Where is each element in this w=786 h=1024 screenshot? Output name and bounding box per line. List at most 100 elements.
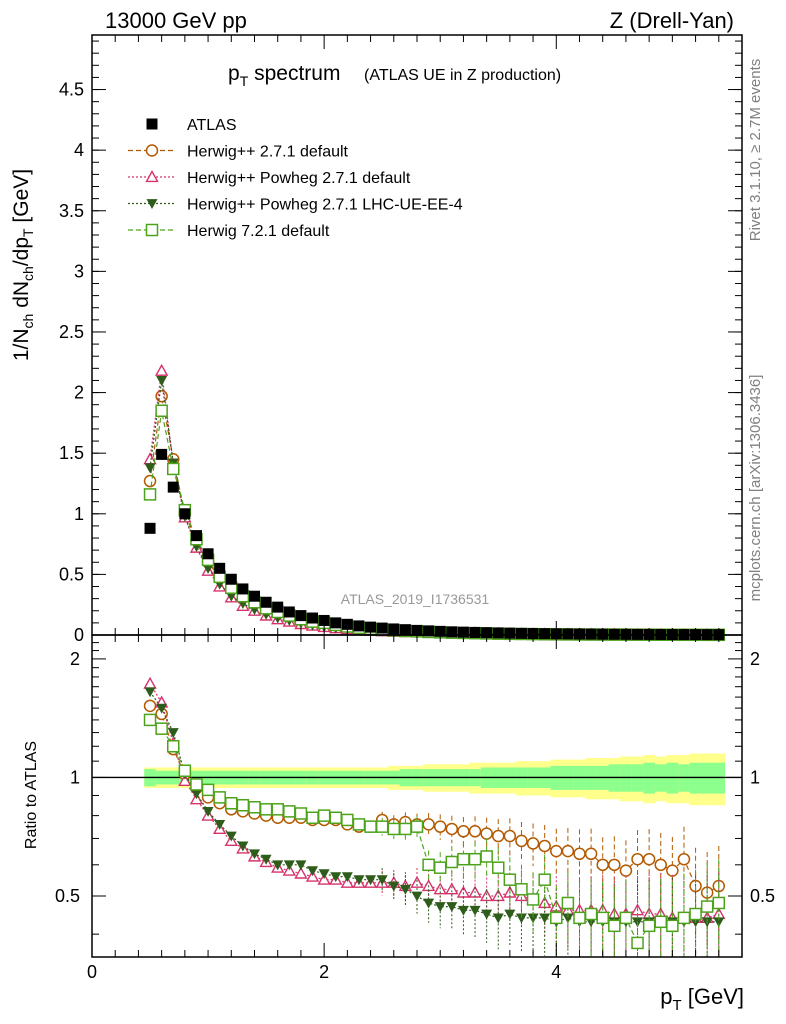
ratio-point-herwig271 bbox=[573, 847, 586, 861]
main-point-atlas bbox=[295, 610, 307, 622]
main-y-tick-label: 3 bbox=[74, 261, 84, 281]
ratio-point-powheg bbox=[294, 866, 308, 879]
ratio-point-herwig271 bbox=[608, 858, 621, 872]
ratio-y-tick-label-right: 2 bbox=[750, 649, 760, 669]
ratio-point-herwig721 bbox=[387, 822, 401, 836]
ratio-point-powheg_ee4 bbox=[237, 841, 249, 852]
ratio-point-herwig271 bbox=[619, 864, 633, 877]
ratio-point-powheg_ee4 bbox=[167, 728, 179, 739]
main-point-atlas bbox=[190, 530, 202, 542]
ratio-point-herwig271 bbox=[538, 839, 551, 853]
main-point-atlas bbox=[562, 628, 574, 640]
ratio-point-powheg_ee4 bbox=[469, 905, 481, 916]
ratio-point-herwig271 bbox=[422, 818, 435, 831]
legend: ATLAS Herwig++ 2.7.1 default Herwig++ Powh… bbox=[128, 117, 463, 240]
main-point-atlas bbox=[353, 620, 365, 632]
main-point-atlas bbox=[156, 448, 168, 460]
main-y-tick-label: 4 bbox=[74, 140, 84, 160]
main-point-atlas bbox=[202, 548, 214, 560]
main-point-herwig271 bbox=[143, 474, 157, 488]
main-point-herwig721 bbox=[143, 488, 157, 501]
ratio-band-inner bbox=[712, 762, 726, 794]
mcplots-label: mcplots.cern.ch [arXiv:1306.3436] bbox=[747, 375, 764, 602]
ratio-point-herwig721 bbox=[445, 855, 459, 869]
ratio-point-powheg_ee4 bbox=[365, 875, 377, 886]
main-point-atlas bbox=[272, 601, 284, 613]
ratio-point-herwig721 bbox=[596, 911, 609, 925]
title-subscript: T bbox=[240, 73, 249, 89]
ratio-point-herwig721 bbox=[213, 791, 226, 804]
ratio-point-herwig721 bbox=[236, 798, 250, 812]
ratio-point-powheg bbox=[317, 872, 331, 885]
title-spectrum: spectrum bbox=[248, 62, 340, 85]
main-y-tick-label: 0 bbox=[74, 625, 84, 645]
ratio-point-herwig721 bbox=[341, 813, 354, 827]
main-point-atlas bbox=[307, 612, 319, 624]
ratio-line-herwig721 bbox=[149, 719, 719, 945]
main-point-atlas bbox=[214, 562, 226, 574]
ratio-point-herwig721 bbox=[375, 820, 389, 833]
legend-label-powheg_ee4: Herwig++ Powheg 2.7.1 LHC-UE-EE-4 bbox=[187, 197, 463, 214]
main-y-tick-label: 2.5 bbox=[59, 322, 84, 342]
ratio-point-powheg_ee4 bbox=[539, 913, 551, 924]
ratio-point-herwig721 bbox=[457, 852, 470, 866]
main-point-atlas bbox=[318, 614, 330, 626]
ratio-point-powheg bbox=[178, 773, 192, 787]
main-point-powheg bbox=[154, 363, 169, 376]
ratio-point-powheg_ee4 bbox=[353, 875, 365, 886]
ratio-point-herwig721 bbox=[712, 896, 726, 910]
ratio-point-herwig271 bbox=[503, 829, 517, 843]
legend-marker-herwig271 bbox=[145, 144, 159, 157]
x-axis-label: pT [GeV] bbox=[660, 984, 744, 1014]
title-p: p bbox=[228, 62, 240, 85]
ratio-point-powheg_ee4 bbox=[225, 831, 237, 842]
ratio-point-powheg bbox=[445, 882, 459, 895]
main-point-herwig721 bbox=[167, 462, 180, 476]
ratio-y-tick-label: 1 bbox=[70, 767, 80, 787]
ratio-point-powheg bbox=[479, 889, 494, 902]
ratio-point-herwig721 bbox=[480, 850, 493, 863]
ratio-point-powheg_ee4 bbox=[376, 875, 388, 886]
ratio-point-powheg_ee4 bbox=[156, 703, 168, 714]
main-point-herwig271 bbox=[155, 389, 168, 403]
header-left-label: 13000 GeV pp bbox=[105, 8, 247, 33]
main-point-herwig721 bbox=[155, 404, 168, 418]
plot-title: pT spectrum bbox=[228, 62, 340, 89]
main-point-atlas bbox=[585, 628, 597, 640]
ratio-point-powheg_ee4 bbox=[713, 917, 725, 928]
ratio-y-axis-label: Ratio to ATLAS bbox=[23, 741, 40, 849]
rivet-version-label: Rivet 3.1.10, ≥ 2.7M events bbox=[747, 59, 764, 242]
ratio-point-herwig721 bbox=[561, 896, 575, 910]
ratio-point-herwig721 bbox=[225, 796, 238, 810]
ratio-point-powheg_ee4 bbox=[399, 884, 411, 895]
analysis-watermark: ATLAS_2019_I1736531 bbox=[341, 591, 490, 607]
main-y-tick-label: 2 bbox=[74, 383, 84, 403]
ratio-point-powheg bbox=[143, 676, 157, 689]
ratio-point-herwig721 bbox=[248, 801, 261, 814]
ratio-point-herwig271 bbox=[468, 825, 482, 838]
ratio-point-herwig721 bbox=[468, 852, 482, 866]
ratio-point-herwig721 bbox=[259, 803, 273, 816]
ratio-plot-area bbox=[92, 676, 742, 957]
ratio-point-powheg_ee4 bbox=[504, 909, 516, 920]
main-point-atlas bbox=[260, 596, 272, 608]
main-point-atlas bbox=[492, 627, 504, 639]
ratio-point-herwig271 bbox=[561, 844, 575, 858]
legend-marker-atlas bbox=[146, 118, 158, 130]
main-axes: 0 0.5 1 1.5 2 2.5 3 3.5 4 4.5 bbox=[59, 35, 742, 645]
ratio-band-inner bbox=[666, 762, 679, 794]
ratio-point-powheg_ee4 bbox=[214, 819, 226, 830]
legend-label-atlas: ATLAS bbox=[187, 117, 237, 134]
main-point-atlas bbox=[179, 508, 191, 520]
ratio-point-herwig721 bbox=[410, 820, 424, 833]
ratio-point-herwig721 bbox=[190, 778, 203, 791]
ratio-point-herwig721 bbox=[422, 858, 435, 872]
ratio-band-inner bbox=[643, 762, 656, 794]
main-point-atlas bbox=[225, 573, 237, 585]
ratio-point-herwig721 bbox=[201, 783, 215, 797]
ratio-point-herwig721 bbox=[654, 915, 667, 929]
ratio-point-herwig721 bbox=[642, 919, 656, 933]
legend-label-powheg: Herwig++ Powheg 2.7.1 default bbox=[187, 170, 411, 187]
main-y-tick-label: 3.5 bbox=[59, 201, 84, 221]
plot-title-paren: (ATLAS UE in Z production) bbox=[364, 67, 561, 84]
